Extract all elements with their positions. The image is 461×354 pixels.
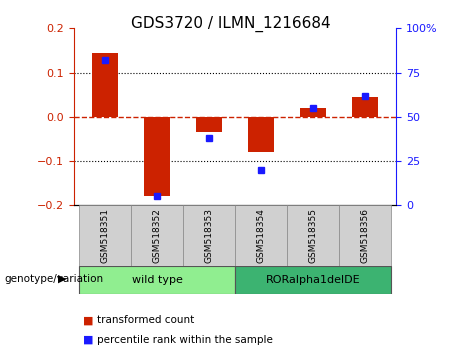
Text: wild type: wild type: [131, 275, 183, 285]
Text: RORalpha1delDE: RORalpha1delDE: [266, 275, 361, 285]
Bar: [235, 205, 287, 266]
Text: GSM518353: GSM518353: [205, 208, 213, 263]
Bar: [79, 205, 131, 266]
Bar: [79, 266, 235, 294]
Text: percentile rank within the sample: percentile rank within the sample: [97, 335, 273, 345]
Text: GSM518356: GSM518356: [361, 208, 370, 263]
Text: GSM518355: GSM518355: [309, 208, 318, 263]
Bar: [300, 108, 326, 117]
Bar: [352, 97, 378, 117]
Text: GDS3720 / ILMN_1216684: GDS3720 / ILMN_1216684: [130, 16, 331, 32]
Text: genotype/variation: genotype/variation: [5, 274, 104, 284]
Text: ▶: ▶: [59, 274, 67, 284]
Text: GSM518354: GSM518354: [257, 208, 266, 263]
Bar: [183, 205, 235, 266]
Bar: [248, 117, 274, 152]
Bar: [131, 205, 183, 266]
Text: ■: ■: [83, 335, 94, 345]
Text: GSM518351: GSM518351: [100, 208, 110, 263]
Bar: [92, 53, 118, 117]
Bar: [287, 205, 339, 266]
Text: ■: ■: [83, 315, 94, 325]
Bar: [339, 205, 391, 266]
Bar: [144, 117, 170, 196]
Text: GSM518352: GSM518352: [153, 208, 161, 263]
Bar: [235, 266, 391, 294]
Bar: [196, 117, 222, 132]
Text: transformed count: transformed count: [97, 315, 194, 325]
